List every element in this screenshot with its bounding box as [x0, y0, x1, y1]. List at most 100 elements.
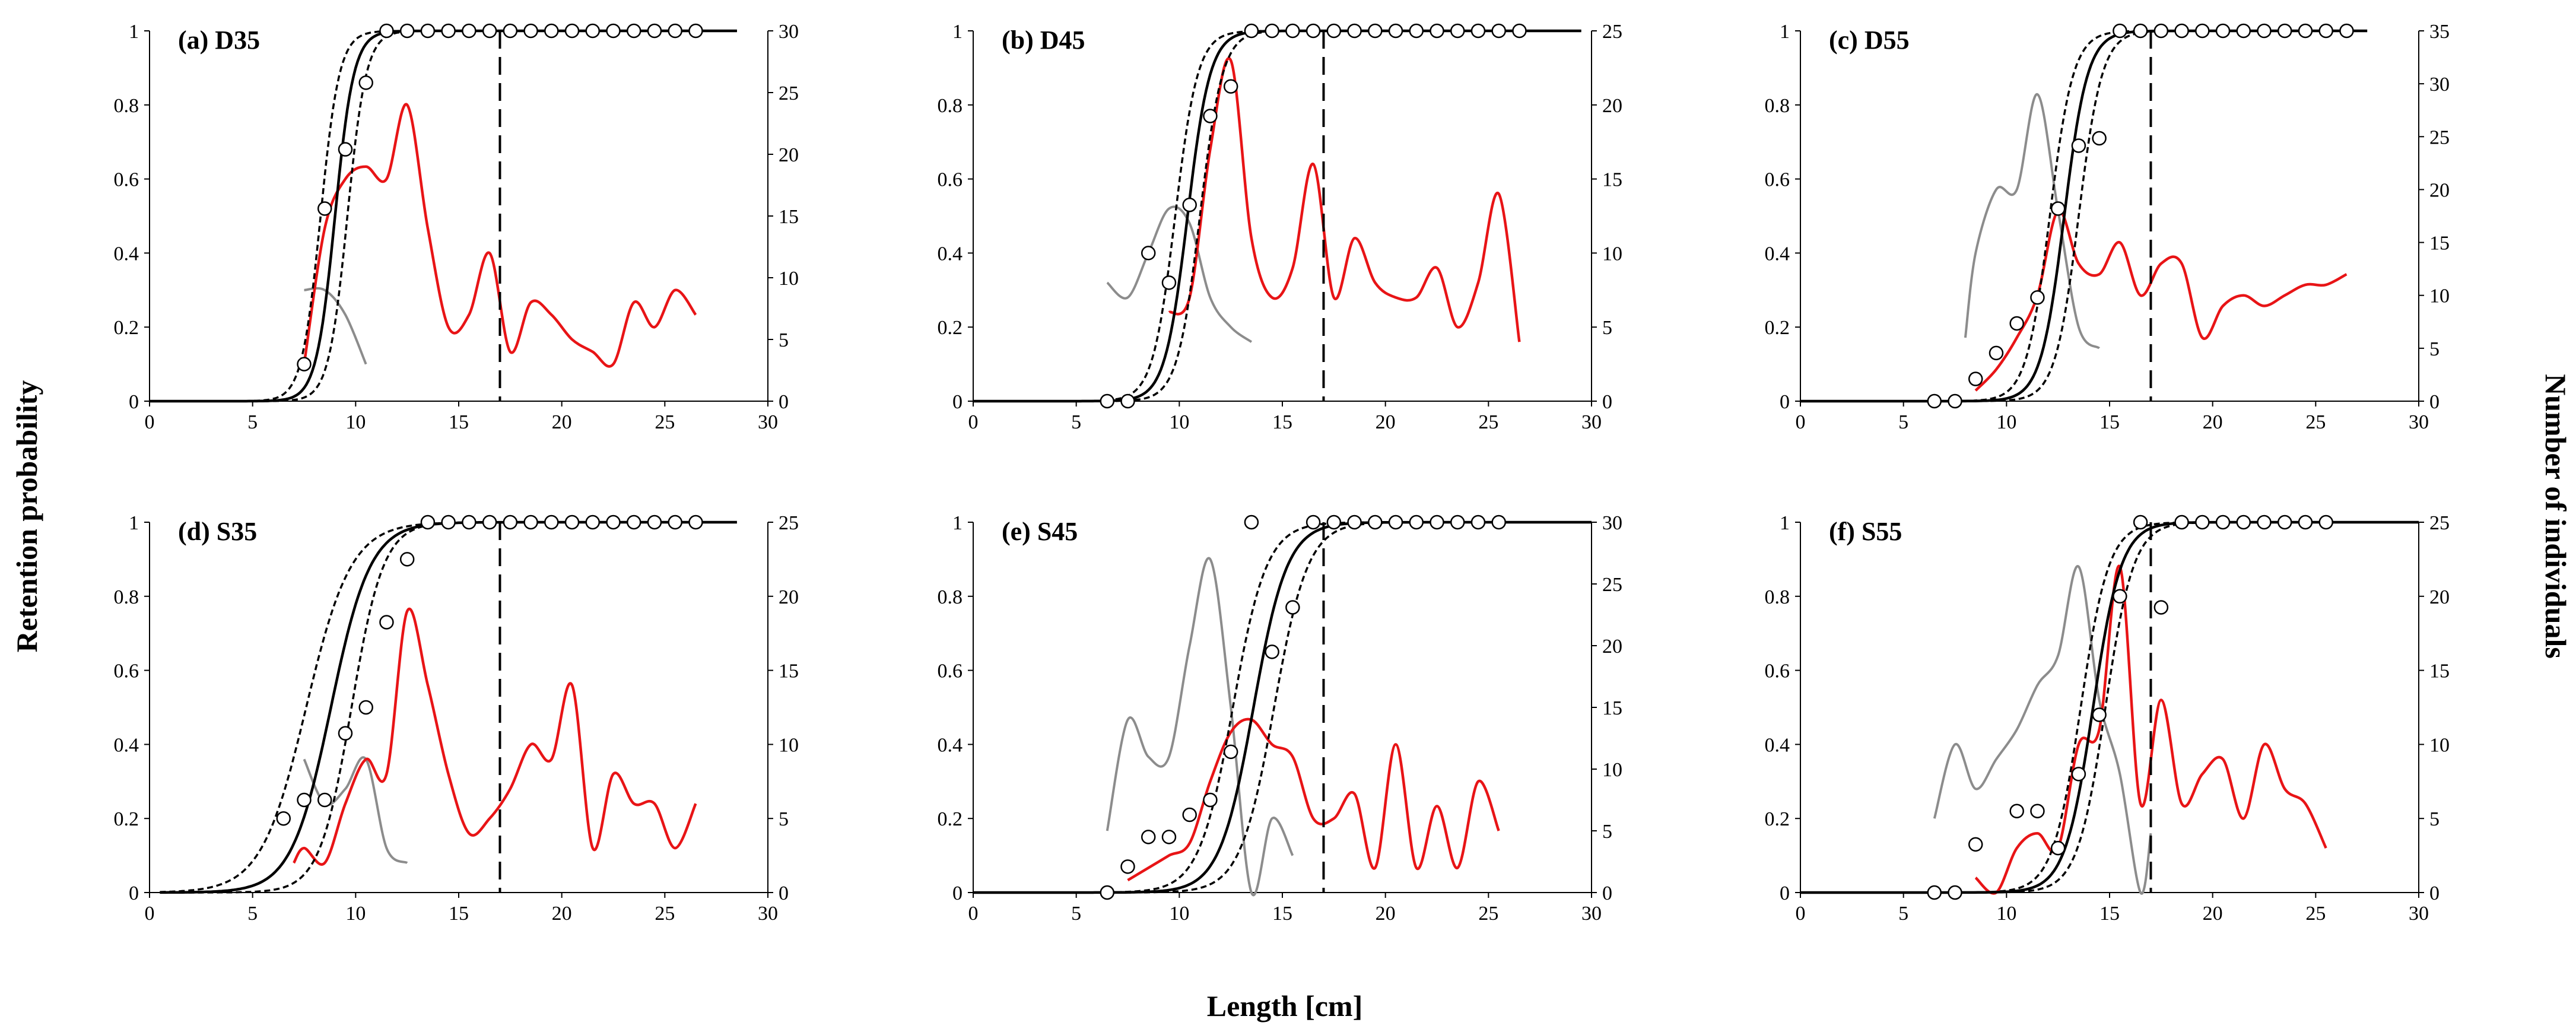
x-tick-label: 15 — [2099, 411, 2120, 433]
observed-point — [420, 23, 436, 39]
observed-point — [1306, 515, 1321, 530]
observed-point — [2298, 23, 2313, 39]
observed-point — [2030, 804, 2045, 818]
observed-point — [1968, 371, 1983, 386]
observed-point — [1100, 393, 1115, 409]
observed-point — [2071, 138, 2086, 153]
y-tick-label: 0.8 — [938, 586, 963, 608]
y-tick-label: 0 — [1780, 391, 1790, 413]
observed-point — [688, 515, 703, 530]
observed-point — [2339, 23, 2354, 39]
observed-point — [1203, 109, 1218, 123]
observed-point — [544, 23, 559, 39]
x-tick-label: 0 — [145, 903, 155, 925]
observed-point — [2257, 23, 2272, 39]
observed-point — [1347, 515, 1362, 530]
y2-tick-label: 35 — [2429, 21, 2450, 43]
x-tick-label: 30 — [758, 411, 778, 433]
y2-tick-label: 25 — [2429, 512, 2450, 534]
x-tick-label: 25 — [2305, 411, 2326, 433]
panel-5: 0 5 10 15 20 25 3000.20.40.60.81051015202530(e… — [938, 512, 1623, 925]
y-tick-label: 0.6 — [1765, 169, 1790, 191]
x-tick-label: 5 — [1071, 411, 1081, 433]
y-tick-label: 1 — [129, 21, 139, 43]
x-tick-label: 5 — [1898, 411, 1908, 433]
y2-tick-label: 0 — [1602, 882, 1612, 904]
ci-lower-curve — [1800, 521, 2419, 894]
observed-point — [2071, 767, 2086, 782]
y-tick-label: 0.4 — [938, 734, 963, 756]
x-tick-label: 25 — [2305, 903, 2326, 925]
y-tick-label: 0.6 — [114, 661, 139, 682]
y2-tick-label: 15 — [779, 206, 799, 228]
red-count-line — [1168, 57, 1521, 342]
observed-point — [668, 23, 682, 39]
x-tick-label: 25 — [1478, 903, 1498, 925]
y-tick-label: 0.4 — [114, 243, 139, 265]
x-tick-label: 30 — [2409, 903, 2429, 925]
y-tick-label: 0.4 — [1765, 243, 1790, 265]
y2-tick-label: 30 — [1602, 512, 1622, 534]
gray-count-line — [1106, 557, 1294, 897]
observed-point — [1968, 837, 1983, 852]
x-tick-label: 25 — [655, 903, 675, 925]
observed-point — [1223, 79, 1238, 94]
observed-point — [2092, 131, 2107, 146]
observed-point — [2236, 23, 2251, 39]
observed-point — [2113, 23, 2127, 39]
observed-point — [297, 357, 312, 371]
y-tick-label: 0.2 — [1765, 317, 1790, 339]
observed-point — [626, 23, 641, 39]
observed-point — [1470, 515, 1486, 530]
y-tick-label: 0 — [129, 391, 139, 413]
y2-tick-label: 15 — [2429, 233, 2450, 255]
y2-tick-label: 20 — [2429, 586, 2450, 608]
y2-tick-label: 30 — [779, 21, 799, 43]
ci-upper-curve — [1800, 30, 2368, 402]
observed-point — [420, 515, 436, 530]
fitted-retention-curve — [150, 29, 737, 403]
observed-point — [441, 23, 456, 39]
observed-point — [462, 515, 477, 530]
observed-point — [1120, 393, 1135, 409]
y-tick-label: 0.4 — [938, 243, 963, 265]
y-tick-label: 0.8 — [1765, 586, 1790, 608]
y2-tick-label: 10 — [2429, 285, 2450, 307]
x-tick-label: 5 — [247, 411, 258, 433]
y-tick-label: 1 — [129, 512, 139, 534]
observed-point — [1491, 515, 1506, 530]
observed-point — [668, 515, 682, 530]
observed-point — [358, 700, 373, 715]
observed-point — [2030, 290, 2045, 305]
observed-point — [1989, 345, 2004, 361]
y-tick-label: 0.8 — [114, 95, 139, 117]
y2-tick-label: 10 — [1602, 243, 1622, 265]
ci-lower-curve — [973, 521, 1592, 894]
observed-point — [1512, 23, 1527, 39]
y2-tick-label: 20 — [779, 586, 799, 608]
ci-upper-curve — [1800, 521, 2419, 894]
left-y-axis-title: Retention probability — [10, 380, 43, 653]
x-tick-label: 10 — [345, 411, 366, 433]
observed-point — [2195, 515, 2210, 530]
y2-tick-label: 25 — [1602, 21, 1622, 43]
observed-point — [1244, 515, 1259, 530]
observed-point — [1100, 885, 1115, 900]
x-tick-label: 15 — [449, 411, 469, 433]
observed-point — [1223, 744, 1238, 760]
y2-tick-label: 5 — [2429, 808, 2440, 830]
observed-point — [1306, 23, 1321, 39]
observed-point — [462, 23, 477, 39]
observed-point — [564, 23, 580, 39]
observed-point — [2174, 23, 2189, 39]
observed-point — [1409, 515, 1424, 530]
gray-count-line — [1106, 205, 1253, 343]
observed-point — [1265, 23, 1279, 39]
observed-point — [1927, 393, 1942, 409]
gray-count-line — [1933, 565, 2152, 895]
y-tick-label: 0.2 — [938, 317, 963, 339]
y-tick-label: 1 — [1780, 512, 1790, 534]
x-tick-label: 20 — [2203, 411, 2223, 433]
x-tick-label: 10 — [1996, 411, 2016, 433]
